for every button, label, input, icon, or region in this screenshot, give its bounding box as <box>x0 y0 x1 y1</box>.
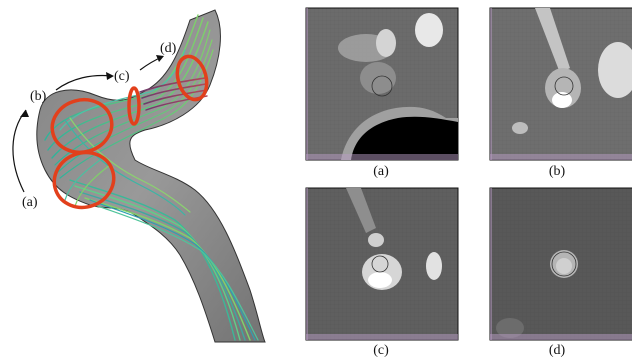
arrow-a-to-b-head <box>20 110 29 117</box>
label-d: (d) <box>160 41 177 56</box>
panel-b-caption: (b) <box>548 164 566 179</box>
panel-d-caption: (d) <box>548 343 566 358</box>
panel-b <box>489 7 632 161</box>
vessel-rendering: (a) (b) (c) (d) <box>12 9 266 343</box>
ring-c <box>127 86 141 126</box>
ring-b <box>50 97 114 155</box>
label-a: (a) <box>22 195 38 210</box>
panel-a <box>305 7 459 161</box>
panel-c-caption: (c) <box>373 343 389 358</box>
ring-a <box>52 150 116 210</box>
vessel-surface <box>36 9 266 343</box>
panel-c <box>305 187 459 341</box>
panel-a-caption: (a) <box>373 164 389 179</box>
arrow-b-to-c-head <box>106 72 114 80</box>
arrow-a-to-b <box>12 109 27 193</box>
label-b: (b) <box>30 89 47 104</box>
panel-d <box>489 187 632 341</box>
label-c: (c) <box>114 69 130 84</box>
cross-section-rings <box>50 54 209 210</box>
arrow-c-to-d-head <box>156 55 164 62</box>
arrow-b-to-c <box>55 74 113 91</box>
progression-arrows <box>12 55 164 193</box>
ring-d <box>175 54 209 102</box>
fiber-bundle <box>44 14 259 341</box>
